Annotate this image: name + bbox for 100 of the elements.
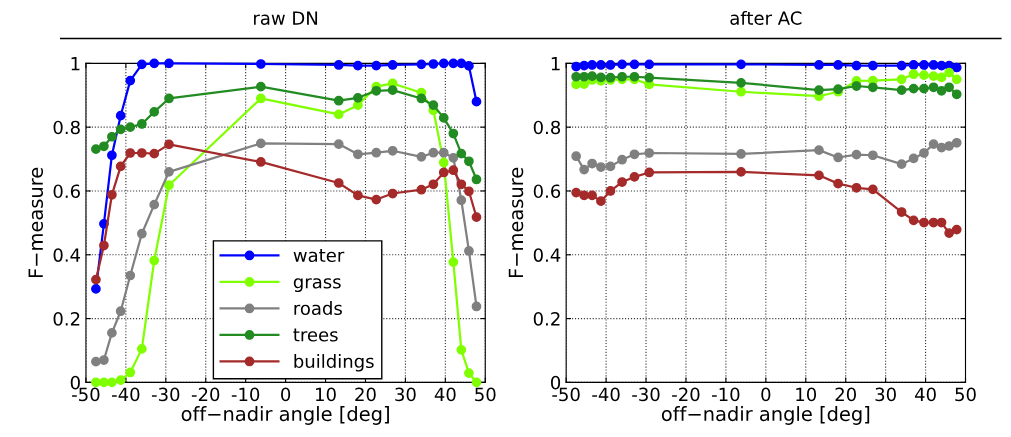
point xyxy=(851,60,862,71)
point xyxy=(644,59,655,70)
x-tick-label: 0 xyxy=(761,387,771,402)
point xyxy=(736,149,746,159)
point xyxy=(471,96,482,107)
point xyxy=(896,85,907,96)
point xyxy=(456,179,467,190)
y-tick-label: 0.6 xyxy=(53,184,80,199)
y-tick-label: 1 xyxy=(71,57,80,71)
point xyxy=(91,274,101,285)
point xyxy=(353,60,363,71)
point xyxy=(851,149,862,160)
x-tick-label: 40 xyxy=(914,387,936,402)
point xyxy=(456,195,467,206)
point xyxy=(107,328,117,338)
point xyxy=(833,152,843,163)
point xyxy=(928,82,939,93)
point xyxy=(107,377,117,388)
point xyxy=(255,81,266,92)
point xyxy=(919,148,929,158)
point xyxy=(456,148,467,159)
point xyxy=(115,375,126,386)
x-tick-label: 10 xyxy=(796,387,817,402)
point xyxy=(736,59,746,70)
point xyxy=(107,131,117,142)
chart-title: after AC xyxy=(730,10,802,25)
point xyxy=(371,85,382,96)
point xyxy=(428,179,439,190)
point xyxy=(448,257,459,267)
point xyxy=(605,186,616,196)
point xyxy=(814,85,824,96)
point xyxy=(644,167,655,178)
legend-label: grass xyxy=(293,278,341,293)
point xyxy=(951,74,962,85)
point xyxy=(255,157,266,167)
point xyxy=(416,59,427,70)
point xyxy=(448,165,459,176)
point xyxy=(387,188,398,199)
point xyxy=(164,93,174,104)
point xyxy=(867,150,878,161)
point xyxy=(896,207,907,217)
point xyxy=(596,196,606,207)
point xyxy=(928,71,939,81)
point xyxy=(115,110,126,121)
point xyxy=(353,190,363,201)
point xyxy=(416,184,427,195)
point xyxy=(464,246,474,256)
point xyxy=(107,150,117,161)
point xyxy=(867,82,878,93)
point xyxy=(587,60,597,70)
point xyxy=(438,147,449,158)
y-axis-title: F−measure xyxy=(28,167,44,278)
x-tick-label: -40 xyxy=(592,387,620,402)
point xyxy=(629,149,640,160)
point xyxy=(456,344,467,355)
x-tick-label: 30 xyxy=(875,387,896,402)
point xyxy=(944,141,954,151)
point xyxy=(579,71,589,82)
y-tick-label: 0.4 xyxy=(53,248,81,262)
point xyxy=(571,151,582,162)
point xyxy=(896,74,907,85)
point xyxy=(605,161,616,172)
point xyxy=(928,60,939,70)
point xyxy=(936,72,947,83)
point xyxy=(164,180,174,191)
point xyxy=(833,178,843,189)
point xyxy=(416,151,427,162)
point xyxy=(814,145,824,155)
point xyxy=(149,255,160,266)
point xyxy=(333,95,344,106)
point xyxy=(936,217,947,228)
point xyxy=(736,86,746,97)
point xyxy=(617,59,627,70)
point xyxy=(115,306,126,317)
y-tick-label: 1 xyxy=(551,57,560,71)
point xyxy=(428,59,439,69)
point xyxy=(428,147,439,158)
point xyxy=(908,83,919,94)
x-tick-label: -30 xyxy=(151,387,180,402)
legend-label: water xyxy=(293,249,345,263)
x-tick-label: 40 xyxy=(434,387,456,402)
point xyxy=(736,77,746,88)
point xyxy=(471,212,482,222)
chart-title: raw DN xyxy=(254,11,318,25)
point xyxy=(91,284,101,294)
x-tick-label: 0 xyxy=(281,387,291,402)
point xyxy=(471,301,482,312)
point xyxy=(149,199,160,210)
point xyxy=(464,156,474,167)
point xyxy=(579,190,589,201)
point xyxy=(919,217,929,228)
point xyxy=(136,148,147,158)
point xyxy=(629,59,640,70)
point xyxy=(617,177,627,187)
point xyxy=(644,72,655,83)
x-tick-label: 50 xyxy=(475,387,496,402)
point xyxy=(438,167,449,178)
point xyxy=(596,162,606,172)
point xyxy=(928,139,939,149)
point xyxy=(908,69,919,80)
